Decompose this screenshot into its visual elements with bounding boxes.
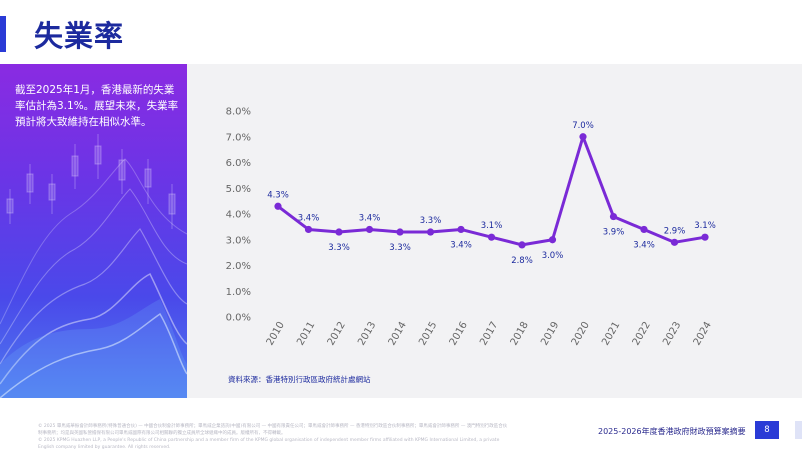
data-label: 3.4% (359, 213, 381, 223)
y-tick-label: 0.0% (226, 313, 251, 324)
data-point (579, 133, 587, 141)
x-tick-label: 2020 (570, 320, 592, 348)
data-point (640, 225, 648, 234)
x-tick-label: 2012 (326, 320, 348, 348)
data-point (426, 228, 435, 236)
data-point (396, 228, 404, 236)
footer: © 2025 畢馬威華振會計師事務所(特殊普通合伙) — 中國合伙制會計師事務所… (0, 398, 802, 451)
x-tick-label: 2018 (509, 320, 531, 348)
data-label: 3.3% (328, 243, 350, 253)
data-label: 3.3% (420, 216, 442, 226)
y-tick-label: 6.0% (226, 158, 251, 169)
x-tick-label: 2016 (448, 320, 470, 348)
title-accent-bar (0, 16, 6, 52)
chart-panel (187, 64, 802, 398)
data-label: 3.4% (298, 213, 320, 223)
data-label: 3.0% (542, 251, 564, 261)
data-label: 3.1% (481, 221, 503, 231)
x-tick-label: 2024 (692, 320, 714, 348)
data-point (335, 228, 343, 236)
y-axis: 0.0% 1.0% 2.0% 3.0% 4.0% 5.0% 6.0% 7.0% 8.0% (226, 107, 251, 324)
plot-area: 4.3% 3.4% 3.3% 3.4% 3.3% 3.3% 3.4% 3.1% 2.8% 3.0%… (267, 121, 716, 266)
x-tick-label: 2010 (265, 320, 287, 348)
data-label: 3.4% (633, 240, 655, 250)
unemployment-line-chart: 0.0% 1.0% 2.0% 3.0% 4.0% 5.0% 6.0% 7.0% 8.0% 201… (226, 107, 716, 348)
left-info-panel: 截至2025年1月，香港最新的失業率估計為3.1%。展望未來，失業率預計將大致維… (0, 64, 187, 398)
y-tick-label: 1.0% (226, 287, 251, 298)
data-point (365, 225, 374, 234)
disclaimer-line-1: © 2025 畢馬威華振會計師事務所(特殊普通合伙) — 中國合伙制會計師事務所… (38, 424, 508, 436)
data-point (701, 233, 709, 241)
data-label: 3.9% (603, 228, 625, 238)
y-tick-label: 3.0% (226, 235, 251, 246)
data-label: 3.1% (694, 221, 716, 231)
disclaimer-line-2: © 2025 KPMG Huazhen LLP, a People's Repu… (38, 438, 500, 450)
data-point (670, 238, 679, 246)
title-bar: 失業率 (0, 0, 802, 64)
x-tick-label: 2017 (478, 320, 500, 348)
data-point (304, 225, 313, 234)
data-point (609, 212, 618, 221)
data-label: 7.0% (572, 121, 594, 131)
y-tick-label: 2.0% (226, 261, 251, 272)
x-tick-label: 2023 (661, 320, 683, 348)
x-tick-label: 2019 (539, 320, 561, 348)
page-number: 8 (755, 421, 779, 439)
data-label: 3.3% (389, 243, 411, 253)
y-tick-label: 7.0% (226, 132, 251, 143)
data-label: 3.4% (450, 240, 472, 250)
y-tick-label: 5.0% (226, 184, 251, 195)
data-label: 2.8% (511, 256, 533, 266)
data-label: 2.9% (664, 226, 686, 236)
x-tick-label: 2022 (631, 320, 653, 348)
x-tick-label: 2014 (387, 320, 409, 348)
data-label: 4.3% (267, 190, 289, 200)
y-tick-label: 8.0% (226, 107, 251, 118)
page-title: 失業率 (34, 19, 125, 53)
data-point (274, 202, 282, 210)
data-point (487, 233, 496, 241)
x-tick-label: 2021 (600, 320, 622, 348)
x-axis: 2010 2011 2012 2013 2014 2015 2016 2017 2018 2019… (265, 320, 714, 348)
x-tick-label: 2011 (295, 320, 317, 348)
data-point (457, 225, 465, 234)
y-tick-label: 4.0% (226, 210, 251, 221)
x-tick-label: 2013 (356, 320, 378, 348)
disclaimer-text: © 2025 畢馬威華振會計師事務所(特殊普通合伙) — 中國合伙制會計師事務所… (38, 423, 508, 451)
page-edge-tab (795, 421, 802, 439)
decorative-wave-graphic (0, 134, 187, 398)
report-name: 2025-2026年度香港政府財政預算案摘要 (598, 427, 746, 436)
x-tick-label: 2015 (417, 320, 439, 348)
source-note: 資料來源：香港特別行政區政府統計處網站 (228, 375, 371, 384)
data-point (518, 241, 526, 249)
summary-text: 截至2025年1月，香港最新的失業率估計為3.1%。展望未來，失業率預計將大致維… (15, 84, 179, 128)
data-point (548, 236, 557, 244)
